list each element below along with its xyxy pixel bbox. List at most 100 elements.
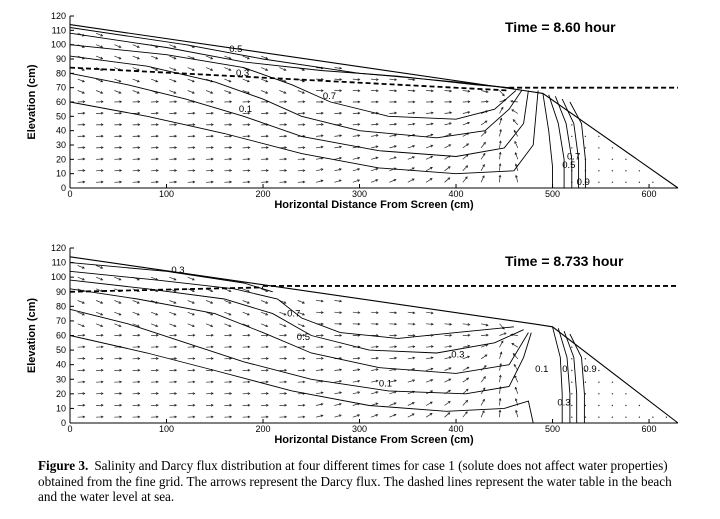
flux-arrow <box>95 32 103 37</box>
flux-arrow <box>334 403 342 406</box>
flux-arrow <box>334 157 342 160</box>
y-tick-label: 100 <box>51 40 66 50</box>
flux-arrowhead <box>155 392 159 395</box>
flux-arrowhead <box>210 357 214 360</box>
flux-arrow <box>444 378 451 383</box>
flux-arrow <box>444 177 451 183</box>
y-tick-label: 90 <box>56 287 66 297</box>
flux-arrow <box>407 357 415 360</box>
flux-arrow <box>352 311 360 314</box>
flux-arrow <box>114 323 122 327</box>
flux-arrow <box>114 300 122 304</box>
flux-arrow <box>407 379 415 383</box>
salinity-contour <box>552 326 563 423</box>
flux-arrow <box>389 357 397 360</box>
flux-arrowhead <box>173 56 177 60</box>
flux-arrowhead <box>118 91 122 94</box>
flux-arrowhead <box>136 301 140 304</box>
contour-label: 0.3 <box>171 265 184 276</box>
flux-arrowhead <box>467 100 471 104</box>
flux-arrowhead <box>448 367 452 370</box>
flux-arrowhead <box>412 356 416 360</box>
flux-arrowhead <box>357 168 361 171</box>
flux-arrowhead <box>100 33 104 37</box>
flux-arrowhead <box>210 289 214 293</box>
flux-arrow <box>187 90 195 94</box>
flux-arrowhead <box>375 156 379 160</box>
flux-arrow <box>480 344 488 348</box>
x-tick-label: 500 <box>545 424 560 434</box>
flux-arrowhead <box>119 415 123 419</box>
flux-arrowhead <box>210 333 214 337</box>
flux-point <box>571 393 573 395</box>
flux-arrowhead <box>515 409 518 413</box>
flux-arrowhead <box>265 180 269 184</box>
flux-arrowhead <box>247 157 251 161</box>
flux-arrow <box>352 168 360 172</box>
x-tick-label: 300 <box>352 424 367 434</box>
water-table-line <box>69 66 510 92</box>
flux-arrowhead <box>430 401 433 405</box>
flux-arrowhead <box>155 123 159 127</box>
flux-arrowhead <box>137 169 141 172</box>
flux-arrow <box>462 356 470 360</box>
salinity-contour <box>542 93 553 188</box>
flux-arrowhead <box>100 45 104 48</box>
flux-point <box>611 381 614 383</box>
flux-arrowhead <box>192 392 196 395</box>
flux-arrowhead <box>394 89 398 93</box>
flux-arrowhead <box>228 91 232 94</box>
flux-arrowhead <box>118 277 122 281</box>
flux-arrowhead <box>375 311 379 315</box>
flux-arrowhead <box>229 169 233 172</box>
flux-arrowhead <box>499 117 503 121</box>
flux-arrow <box>132 323 140 327</box>
caption-text: Salinity and Darcy flux distribution at … <box>38 458 672 504</box>
flux-arrow <box>352 403 360 406</box>
flux-arrowhead <box>265 79 269 83</box>
flux-arrow <box>352 179 360 183</box>
flux-arrowhead <box>137 357 141 360</box>
flux-arrow <box>511 109 518 114</box>
flux-arrow <box>352 391 360 395</box>
flux-arrowhead <box>81 79 85 83</box>
flux-point <box>611 181 614 183</box>
flux-point <box>584 369 587 372</box>
flux-arrowhead <box>81 266 85 269</box>
flux-arrowhead <box>100 380 104 384</box>
x-tick-label: 400 <box>449 424 464 434</box>
contour-label: 0.5 <box>297 332 310 343</box>
flux-arrowhead <box>302 345 306 349</box>
flux-arrowhead <box>284 134 288 138</box>
flux-arrow <box>205 311 213 316</box>
flux-arrowhead <box>513 129 517 133</box>
flux-point <box>598 170 600 172</box>
flux-arrowhead <box>515 174 518 178</box>
flux-point <box>598 158 600 160</box>
flux-arrowhead <box>155 146 159 149</box>
flux-arrowhead <box>247 301 250 304</box>
flux-arrowhead <box>192 180 196 184</box>
flux-arrowhead <box>155 368 159 372</box>
flux-arrowhead <box>136 277 140 281</box>
x-tick-label: 600 <box>642 189 657 199</box>
flux-arrow <box>169 276 177 281</box>
flux-arrow <box>514 375 519 383</box>
flux-arrowhead <box>82 169 86 172</box>
flux-arrowhead <box>429 413 433 416</box>
flux-arrows <box>77 265 668 419</box>
flux-arrow <box>224 300 232 304</box>
flux-arrowhead <box>430 345 434 348</box>
flux-arrowhead <box>155 312 159 316</box>
flux-arrowhead <box>100 324 104 328</box>
flux-arrowhead <box>412 100 416 104</box>
flux-arrow <box>334 300 342 302</box>
flux-arrowhead <box>210 301 214 304</box>
salinity-contour <box>69 32 510 89</box>
flux-arrowhead <box>210 312 214 316</box>
flux-arrow <box>169 67 177 71</box>
flux-point <box>598 381 600 383</box>
flux-arrow <box>426 134 433 137</box>
flux-arrowhead <box>339 66 343 70</box>
